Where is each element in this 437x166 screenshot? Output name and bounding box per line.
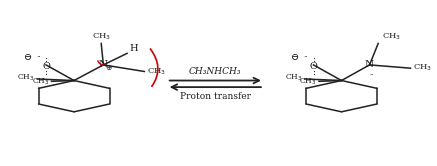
Text: CH₃NHCH₃: CH₃NHCH₃ — [189, 67, 242, 76]
Text: ⊖: ⊖ — [291, 53, 299, 62]
Text: Proton transfer: Proton transfer — [180, 92, 251, 101]
Text: H: H — [130, 43, 138, 53]
Text: ..: .. — [369, 69, 374, 77]
Text: CH$_3$: CH$_3$ — [17, 73, 35, 83]
Text: N: N — [99, 60, 108, 69]
Text: ..: .. — [303, 51, 308, 59]
Text: CH$_3$: CH$_3$ — [92, 32, 111, 42]
Text: :: : — [45, 55, 48, 64]
Text: O: O — [42, 62, 50, 71]
Text: ⊕: ⊕ — [106, 63, 112, 72]
Text: O: O — [309, 62, 317, 71]
FancyArrowPatch shape — [98, 61, 104, 65]
Text: :: : — [312, 55, 315, 64]
Text: CH$_3$: CH$_3$ — [299, 76, 317, 86]
Text: :: : — [45, 68, 48, 77]
Text: ..: .. — [36, 51, 41, 59]
Text: CH$_3$: CH$_3$ — [147, 66, 166, 77]
Text: CH$_3$: CH$_3$ — [285, 73, 302, 83]
Text: :: : — [312, 68, 315, 77]
Text: CH$_3$: CH$_3$ — [413, 63, 432, 73]
FancyArrowPatch shape — [150, 49, 158, 86]
Text: N: N — [365, 60, 374, 69]
Text: CH$_3$: CH$_3$ — [32, 76, 49, 86]
Text: ⊖: ⊖ — [24, 53, 32, 62]
Text: CH$_3$: CH$_3$ — [382, 32, 402, 42]
